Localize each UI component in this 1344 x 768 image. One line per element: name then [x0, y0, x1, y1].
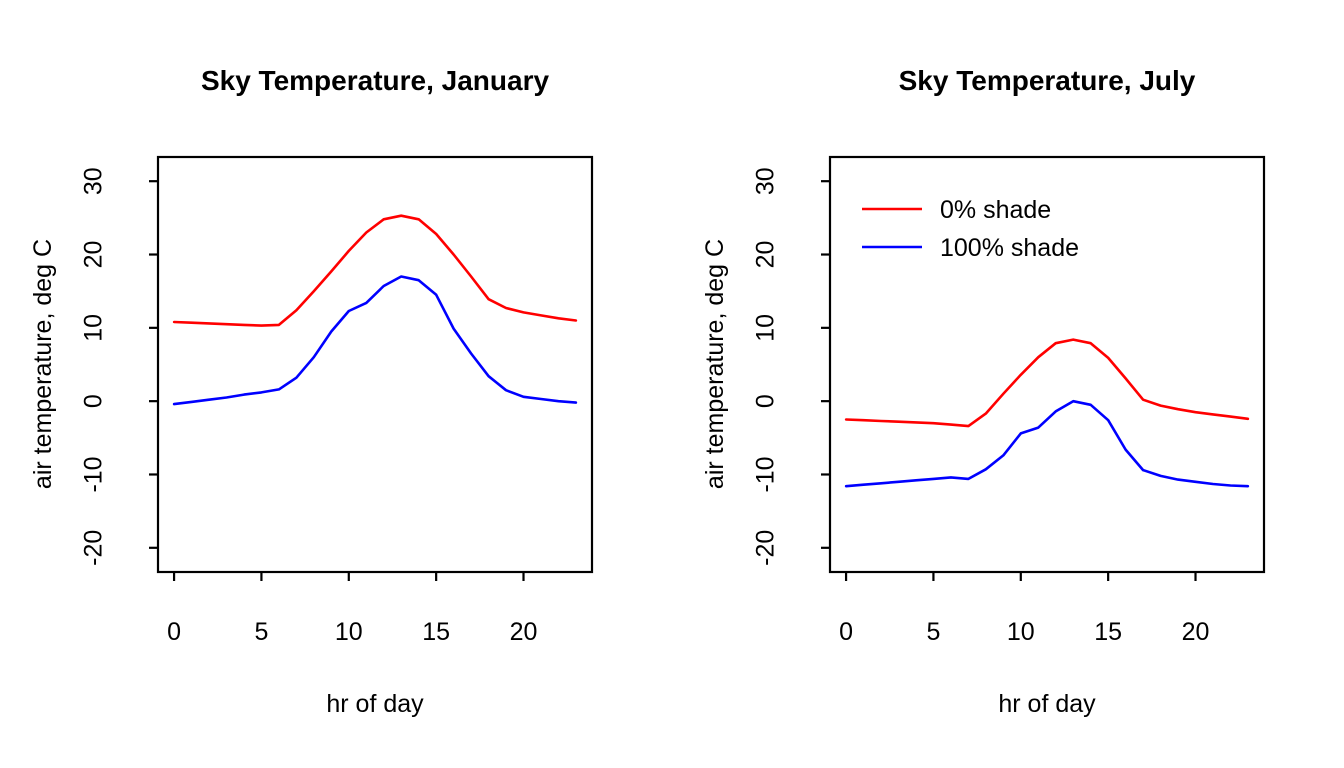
y-axis-label: air temperature, deg C [701, 239, 729, 489]
chart-panel-january: Sky Temperature, January 0 5 10 15 20 30 20 10 0 -… [29, 65, 594, 718]
x-axis-label: hr of day [998, 690, 1096, 718]
series-line-100-shade [844, 399, 1250, 488]
y-tick-label: 10 [752, 314, 780, 342]
x-tick-label: 15 [1094, 618, 1122, 646]
y-tick-label: 20 [80, 241, 108, 269]
x-tick-label: 10 [335, 618, 363, 646]
y-tick-label: 30 [752, 167, 780, 195]
y-tick-label: 20 [752, 241, 780, 269]
y-tick-label: -10 [752, 456, 780, 492]
y-tick-label: 10 [80, 314, 108, 342]
legend-label: 0% shade [940, 196, 1051, 224]
plot-box [828, 155, 1266, 574]
series-line-100-shade [172, 275, 578, 406]
legend-label: 100% shade [940, 234, 1079, 262]
y-axis-label: air temperature, deg C [29, 239, 57, 489]
series-line-0-shade [172, 214, 578, 327]
x-tick-label: 5 [254, 618, 268, 646]
y-tick-label: 0 [80, 394, 108, 408]
y-tick-label: 30 [80, 167, 108, 195]
x-axis-label: hr of day [326, 690, 424, 718]
y-tick-label: -10 [80, 456, 108, 492]
y-tick-label: 0 [752, 394, 780, 408]
january-plot: Sky Temperature, January 0 5 10 15 20 30 20 10 0 -… [29, 65, 594, 718]
plot-title: Sky Temperature, January [201, 65, 550, 96]
x-tick-label: 15 [422, 618, 450, 646]
chart-panel-july: Sky Temperature, July 0 5 10 15 20 30 20 10 0 -10 -… [672, 0, 1344, 768]
x-tick-label: 5 [926, 618, 940, 646]
x-tick-label: 0 [839, 618, 853, 646]
plot-title: Sky Temperature, July [899, 65, 1196, 96]
y-tick-label: -20 [752, 530, 780, 566]
x-tick-label: 20 [1182, 618, 1210, 646]
y-tick-label: -20 [80, 530, 108, 566]
series-line-0-shade [844, 338, 1250, 428]
x-tick-label: 20 [510, 618, 538, 646]
plot-box [156, 155, 594, 574]
july-plot: Sky Temperature, July 0 5 10 15 20 30 20 10 0 -10 -… [701, 65, 1266, 718]
x-tick-label: 10 [1007, 618, 1035, 646]
x-tick-label: 0 [167, 618, 181, 646]
